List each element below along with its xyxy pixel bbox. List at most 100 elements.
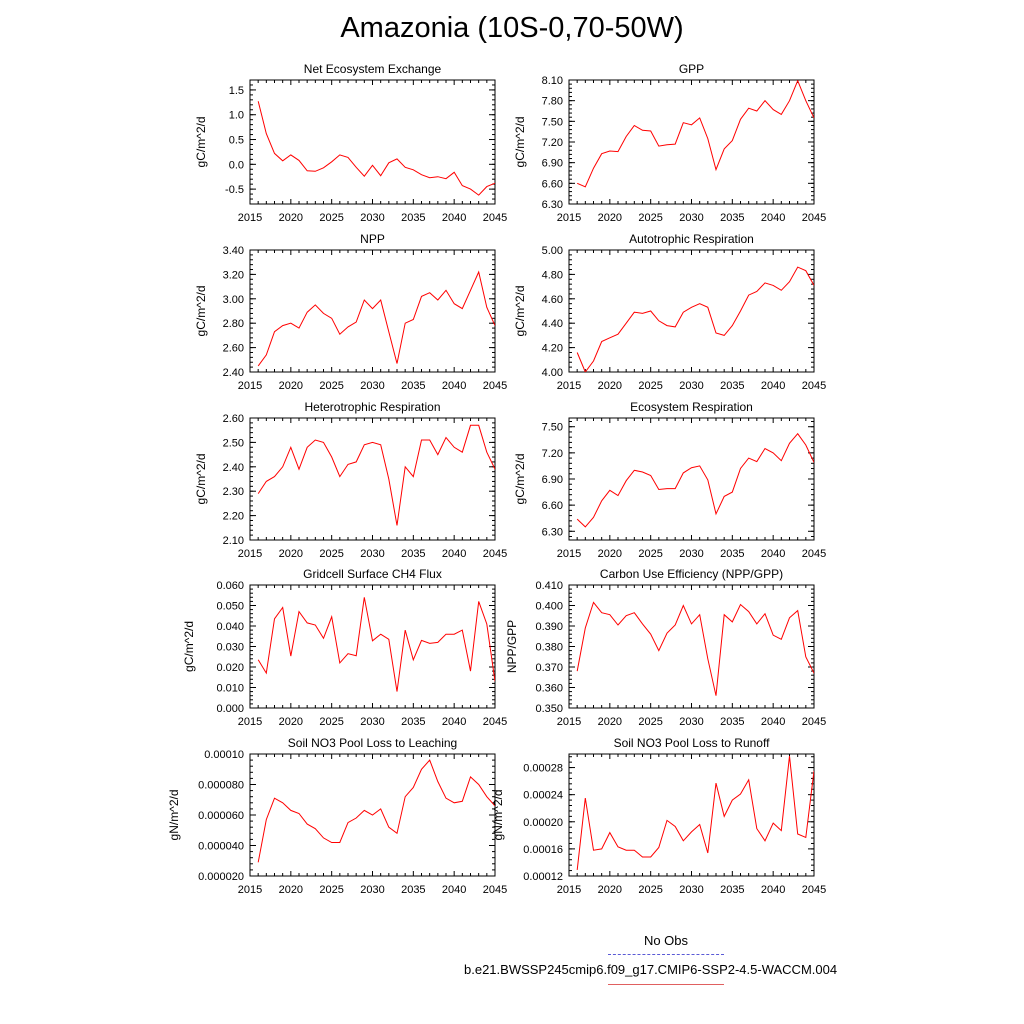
y-axis-label: gC/m^2/d bbox=[194, 117, 208, 168]
y-axis-label: gN/m^2/d bbox=[491, 790, 505, 841]
x-tick-label: 2025 bbox=[319, 548, 343, 560]
chart-title: GPP bbox=[679, 62, 704, 76]
series-line bbox=[257, 270, 495, 367]
chart-panel-9: Soil NO3 Pool Loss to Leaching gN/m^2/d 20… bbox=[167, 736, 507, 896]
x-tick-label: 2025 bbox=[319, 380, 343, 392]
x-tick-label: 2015 bbox=[238, 884, 262, 896]
chart-title: Heterotrophic Respiration bbox=[304, 400, 440, 414]
x-tick-label: 2020 bbox=[279, 380, 303, 392]
x-tick-label: 2020 bbox=[598, 716, 622, 728]
x-tick-label: 2035 bbox=[401, 548, 425, 560]
y-tick-label: 2.20 bbox=[223, 511, 244, 523]
chart-title: Gridcell Surface CH4 Flux bbox=[303, 567, 442, 581]
y-tick-label: 0.050 bbox=[216, 601, 244, 613]
y-tick-label: 4.00 bbox=[542, 367, 563, 379]
y-tick-label: 3.00 bbox=[223, 294, 244, 306]
x-tick-label: 2020 bbox=[279, 212, 303, 224]
series-line bbox=[576, 601, 814, 696]
x-tick-label: 2040 bbox=[442, 884, 466, 896]
y-tick-label: 7.20 bbox=[542, 448, 563, 460]
plot-frame bbox=[568, 584, 815, 709]
y-tick-label: 1.0 bbox=[229, 110, 244, 122]
plot-frame bbox=[249, 79, 496, 205]
plot-frame bbox=[249, 249, 496, 373]
x-tick-label: 2030 bbox=[360, 884, 384, 896]
chart-panel-1: Net Ecosystem Exchange gC/m^2/d 2015 2020 20… bbox=[194, 62, 507, 224]
x-tick-label: 2025 bbox=[319, 212, 343, 224]
x-tick-label: 2035 bbox=[720, 212, 744, 224]
y-tick-label: 0.030 bbox=[216, 642, 244, 654]
chart-title: Soil NO3 Pool Loss to Runoff bbox=[614, 736, 771, 750]
chart-panel-8: Carbon Use Efficiency (NPP/GPP) NPP/GPP 20… bbox=[505, 567, 826, 728]
y-tick-label: 4.60 bbox=[542, 294, 563, 306]
y-axis-label: gC/m^2/d bbox=[194, 286, 208, 337]
x-tick-label: 2025 bbox=[319, 716, 343, 728]
y-axis-label: gC/m^2/d bbox=[513, 286, 527, 337]
y-tick-label: 6.30 bbox=[542, 199, 563, 211]
y-tick-label: 0.400 bbox=[535, 601, 563, 613]
y-tick-label: 0.00012 bbox=[523, 871, 563, 883]
x-tick-label: 2020 bbox=[279, 884, 303, 896]
x-tick-label: 2035 bbox=[401, 884, 425, 896]
x-tick-label: 2030 bbox=[679, 548, 703, 560]
x-tick-label: 2040 bbox=[761, 884, 785, 896]
y-tick-label: 8.10 bbox=[542, 75, 563, 87]
series-line bbox=[257, 759, 495, 863]
y-tick-label: 2.60 bbox=[223, 413, 244, 425]
plot-frame bbox=[568, 753, 815, 877]
y-axis-label: gC/m^2/d bbox=[182, 621, 196, 672]
x-tick-label: 2015 bbox=[557, 380, 581, 392]
x-tick-label: 2015 bbox=[238, 716, 262, 728]
y-tick-label: 3.40 bbox=[223, 245, 244, 257]
page-title: Amazonia (10S-0,70-50W) bbox=[340, 12, 684, 44]
x-tick-label: 2030 bbox=[360, 212, 384, 224]
legend-sim-label: b.e21.BWSSP245cmip6.f09_g17.CMIP6-SSP2-4… bbox=[464, 962, 838, 977]
x-tick-label: 2035 bbox=[401, 380, 425, 392]
x-tick-label: 2035 bbox=[720, 380, 744, 392]
y-tick-label: 0.380 bbox=[535, 642, 563, 654]
y-tick-label: 2.40 bbox=[223, 367, 244, 379]
x-tick-label: 2020 bbox=[598, 212, 622, 224]
y-tick-label: 2.10 bbox=[223, 535, 244, 547]
x-tick-label: 2040 bbox=[442, 548, 466, 560]
y-tick-label: 7.80 bbox=[542, 96, 563, 108]
x-tick-label: 2020 bbox=[598, 380, 622, 392]
y-axis-label: gC/m^2/d bbox=[513, 454, 527, 505]
chart-title: Autotrophic Respiration bbox=[629, 232, 754, 246]
x-tick-label: 2045 bbox=[483, 716, 507, 728]
x-tick-label: 2035 bbox=[401, 716, 425, 728]
chart-title: NPP bbox=[360, 232, 385, 246]
x-tick-label: 2015 bbox=[238, 380, 262, 392]
legend-sim-line bbox=[608, 984, 724, 985]
chart-title: Net Ecosystem Exchange bbox=[304, 62, 442, 76]
x-tick-label: 2030 bbox=[360, 380, 384, 392]
y-tick-label: 4.40 bbox=[542, 318, 563, 330]
chart-title: Carbon Use Efficiency (NPP/GPP) bbox=[600, 567, 783, 581]
x-tick-label: 2040 bbox=[761, 548, 785, 560]
x-tick-label: 2020 bbox=[279, 716, 303, 728]
x-tick-label: 2040 bbox=[761, 212, 785, 224]
x-tick-label: 2045 bbox=[802, 212, 826, 224]
y-tick-label: 4.80 bbox=[542, 269, 563, 281]
y-tick-label: 4.20 bbox=[542, 343, 563, 355]
y-tick-label: 2.30 bbox=[223, 486, 244, 498]
y-tick-label: 0.060 bbox=[216, 580, 244, 592]
y-tick-label: 2.50 bbox=[223, 437, 244, 449]
y-tick-label: 6.30 bbox=[542, 526, 563, 538]
y-tick-label: 0.000 bbox=[216, 703, 244, 715]
y-tick-label: 1.5 bbox=[229, 85, 244, 97]
y-tick-label: 0.00028 bbox=[523, 763, 563, 775]
y-tick-label: 0.000020 bbox=[198, 871, 244, 883]
x-tick-label: 2015 bbox=[238, 548, 262, 560]
x-tick-label: 2025 bbox=[638, 884, 662, 896]
x-tick-label: 2040 bbox=[442, 212, 466, 224]
chart-panel-10: Soil NO3 Pool Loss to Runoff gN/m^2/d 2015… bbox=[491, 736, 826, 896]
x-tick-label: 2015 bbox=[238, 212, 262, 224]
y-tick-label: 7.50 bbox=[542, 116, 563, 128]
chart-panel-6: Ecosystem Respiration gC/m^2/d 2015 2020 202… bbox=[513, 400, 826, 560]
x-tick-label: 2015 bbox=[557, 212, 581, 224]
y-tick-label: 0.00016 bbox=[523, 844, 563, 856]
x-tick-label: 2020 bbox=[598, 548, 622, 560]
y-tick-label: 0.000040 bbox=[198, 841, 244, 853]
x-tick-label: 2030 bbox=[679, 716, 703, 728]
